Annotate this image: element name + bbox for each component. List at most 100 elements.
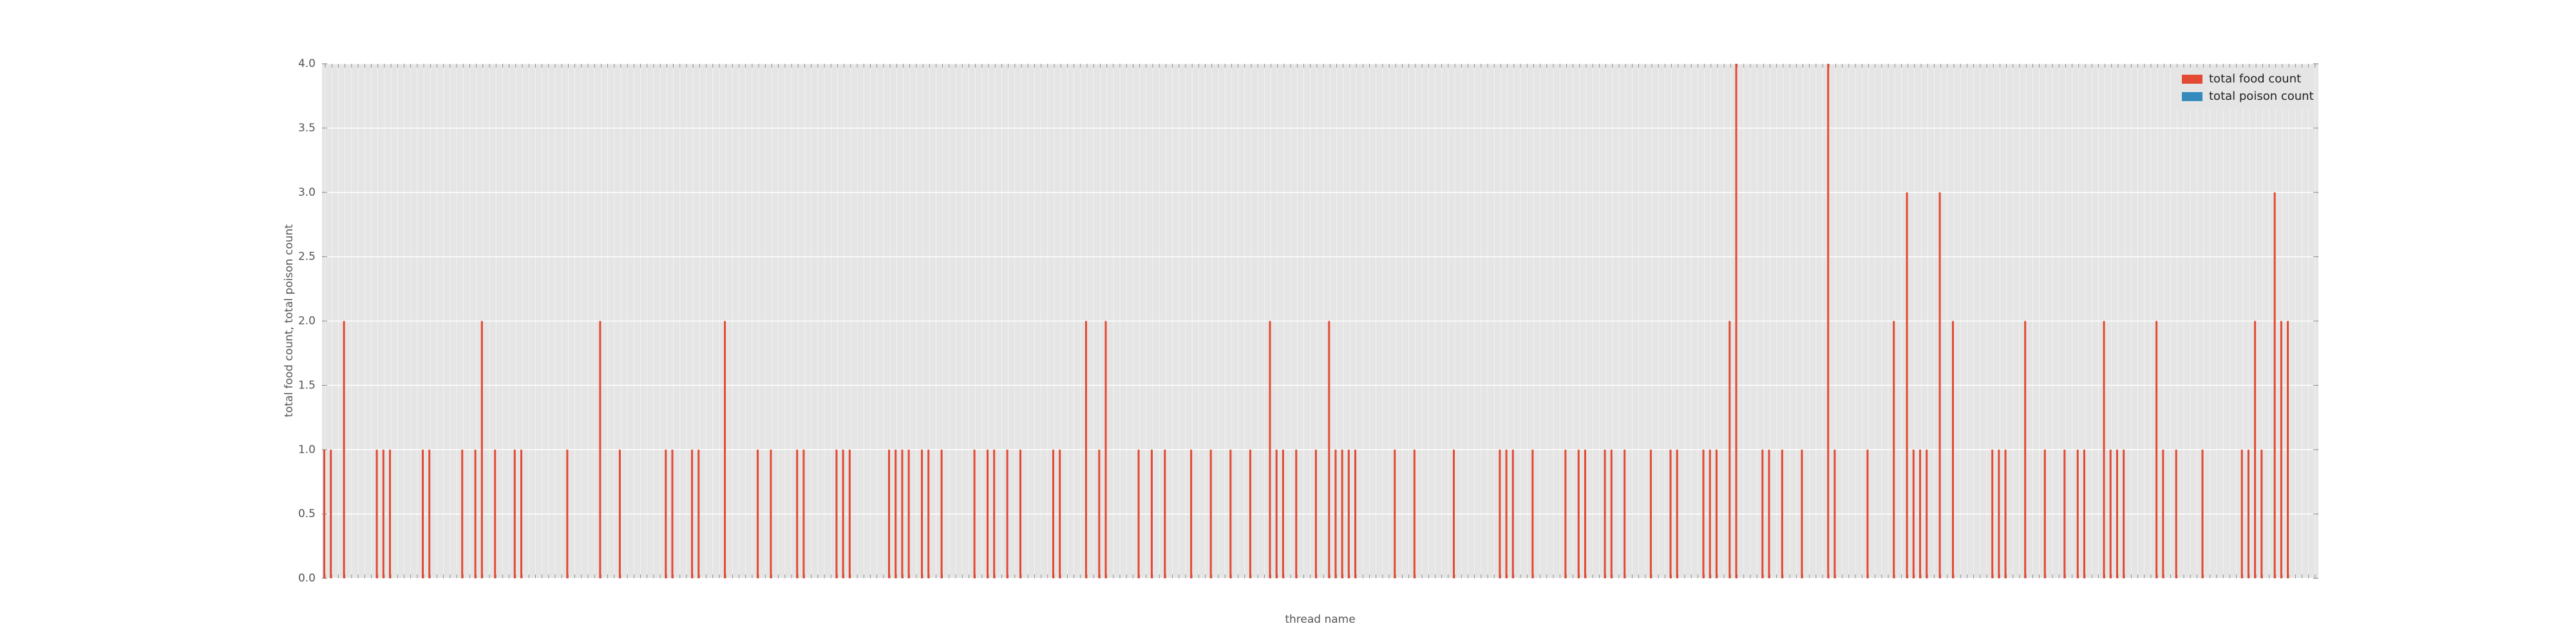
bar xyxy=(1991,450,1994,578)
bar xyxy=(1801,450,1803,578)
bar xyxy=(940,450,943,578)
bar xyxy=(1229,450,1232,578)
bar xyxy=(428,450,431,578)
bar xyxy=(1610,450,1613,578)
y-tick-label: 4.0 xyxy=(298,57,316,70)
bar xyxy=(1912,450,1915,578)
bar xyxy=(1709,450,1711,578)
y-tick-label: 2.5 xyxy=(298,251,316,263)
bar xyxy=(1328,321,1331,578)
bar xyxy=(1649,450,1652,578)
bar xyxy=(375,450,378,578)
bar xyxy=(566,450,569,578)
bar xyxy=(1098,450,1101,578)
bar xyxy=(1104,321,1107,578)
bar xyxy=(1827,64,1830,578)
bar xyxy=(1702,450,1705,578)
bar xyxy=(921,450,923,578)
bar xyxy=(1564,450,1567,578)
bar xyxy=(2240,450,2243,578)
bar xyxy=(1866,450,1869,578)
bar xyxy=(697,450,700,578)
bar xyxy=(993,450,996,578)
bar xyxy=(1137,450,1140,578)
bar xyxy=(691,450,694,578)
bar xyxy=(2201,450,2204,578)
bar xyxy=(2162,450,2164,578)
bar xyxy=(2155,321,2158,578)
x-axis-label: thread name xyxy=(1285,613,1355,626)
bar xyxy=(1499,450,1501,578)
bar xyxy=(2175,450,2177,578)
bar xyxy=(480,321,483,578)
bar xyxy=(1341,450,1343,578)
bar xyxy=(665,450,667,578)
bar xyxy=(1052,450,1055,578)
bar xyxy=(835,450,838,578)
bar xyxy=(1314,450,1317,578)
bar xyxy=(770,450,772,578)
bar xyxy=(323,450,326,578)
bar xyxy=(1715,450,1718,578)
legend: total food count total poison count xyxy=(2177,69,2314,109)
y-tick-label: 3.5 xyxy=(298,122,316,135)
y-tick-label: 2.0 xyxy=(298,315,316,328)
bar xyxy=(1768,450,1770,578)
bar xyxy=(1761,450,1764,578)
bar xyxy=(494,450,497,578)
bar xyxy=(1951,321,1955,578)
y-tick-label: 1.5 xyxy=(298,379,316,392)
bar xyxy=(895,450,897,578)
bar xyxy=(2260,450,2263,578)
bar xyxy=(901,450,904,578)
bar xyxy=(1669,450,1672,578)
bar xyxy=(2109,450,2112,578)
bar xyxy=(1781,450,1783,578)
bar xyxy=(2254,321,2257,578)
bar xyxy=(802,450,805,578)
bar xyxy=(461,450,464,578)
bar xyxy=(1190,450,1193,578)
bar xyxy=(1209,450,1212,578)
bar xyxy=(1164,450,1166,578)
bar xyxy=(848,450,851,578)
bar xyxy=(1354,450,1357,578)
bar xyxy=(1938,192,1941,578)
bar xyxy=(1394,450,1396,578)
bar xyxy=(1249,450,1251,578)
bar xyxy=(2083,450,2085,578)
bar xyxy=(618,450,621,578)
bar xyxy=(1282,450,1284,578)
bar xyxy=(1728,321,1731,578)
bar xyxy=(474,450,477,578)
bar xyxy=(1452,450,1455,578)
bar xyxy=(1511,450,1514,578)
bar xyxy=(2076,450,2079,578)
bar xyxy=(422,450,424,578)
bar xyxy=(382,450,384,578)
bar xyxy=(2103,321,2105,578)
bar xyxy=(2043,450,2046,578)
bar xyxy=(599,321,601,578)
y-tick-label: 0.5 xyxy=(298,507,316,520)
legend-label: total poison count xyxy=(2209,90,2314,103)
legend-swatch xyxy=(2182,75,2202,84)
y-axis-label: total food count, total poison count xyxy=(283,224,296,417)
bar xyxy=(2116,450,2118,578)
y-tick-label: 1.0 xyxy=(298,443,316,456)
bar xyxy=(724,321,726,578)
bar xyxy=(1347,450,1350,578)
bar xyxy=(1833,450,1836,578)
bar xyxy=(1906,192,1908,578)
bar xyxy=(2273,192,2276,578)
bar xyxy=(2024,321,2027,578)
y-tick-label: 3.0 xyxy=(298,186,316,199)
bar xyxy=(1269,321,1271,578)
bar xyxy=(1531,450,1534,578)
bar xyxy=(2063,450,2066,578)
bar xyxy=(1577,450,1580,578)
y-tick-label: 0.0 xyxy=(298,572,316,585)
bar xyxy=(1019,450,1022,578)
